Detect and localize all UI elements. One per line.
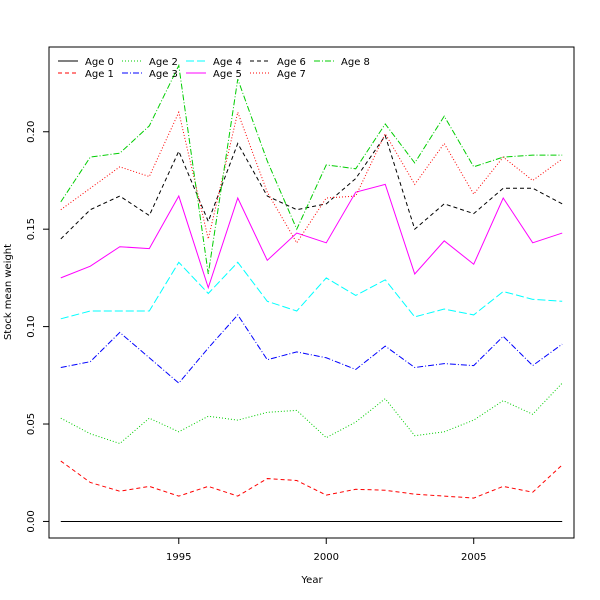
series-layer [60, 63, 563, 522]
x-tick-label: 1995 [166, 552, 191, 563]
legend-label: Age 3 [149, 69, 178, 80]
series-line-age-7 [60, 110, 563, 244]
plot-frame [48, 46, 575, 539]
legend-label: Age 5 [213, 69, 242, 80]
series-line-age-5 [60, 183, 563, 290]
x-axis: 1995 2000 2005 [166, 538, 486, 563]
x-tick-label: 2000 [314, 552, 339, 563]
y-tick-label: 0.10 [26, 315, 37, 337]
y-axis-label: Stock mean weight [3, 244, 14, 340]
x-axis-label: Year [300, 575, 323, 586]
y-tick-label: 0.15 [26, 218, 37, 240]
series-line-age-2 [60, 382, 563, 445]
legend-label: Age 6 [277, 57, 306, 68]
legend-label: Age 7 [277, 69, 306, 80]
legend-label: Age 2 [149, 57, 178, 68]
legend-label: Age 8 [341, 57, 370, 68]
x-tick-label: 2005 [461, 552, 486, 563]
y-axis: 0.00 0.05 0.10 0.15 0.20 [26, 121, 49, 533]
legend-label: Age 1 [85, 69, 114, 80]
series-line-age-3 [60, 314, 563, 384]
legend-label: Age 0 [85, 57, 114, 68]
series-line-age-8 [60, 63, 563, 275]
y-tick-label: 0.20 [26, 121, 37, 143]
series-line-age-6 [60, 134, 563, 240]
legend-label: Age 4 [213, 57, 242, 68]
series-line-age-1 [60, 460, 563, 499]
y-tick-label: 0.00 [26, 510, 37, 532]
y-tick-label: 0.05 [26, 413, 37, 435]
series-line-age-4 [60, 261, 563, 320]
